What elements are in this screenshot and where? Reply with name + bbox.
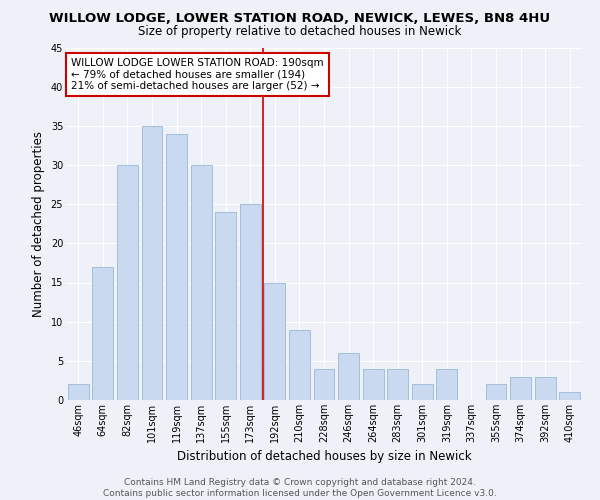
Bar: [338, 353, 359, 400]
Bar: [240, 204, 261, 400]
X-axis label: Distribution of detached houses by size in Newick: Distribution of detached houses by size …: [176, 450, 472, 464]
Bar: [191, 165, 212, 400]
Bar: [510, 376, 531, 400]
Bar: [362, 368, 383, 400]
Bar: [166, 134, 187, 400]
Bar: [485, 384, 506, 400]
Bar: [92, 267, 113, 400]
Text: Size of property relative to detached houses in Newick: Size of property relative to detached ho…: [139, 25, 461, 38]
Text: WILLOW LODGE, LOWER STATION ROAD, NEWICK, LEWES, BN8 4HU: WILLOW LODGE, LOWER STATION ROAD, NEWICK…: [49, 12, 551, 26]
Bar: [215, 212, 236, 400]
Bar: [142, 126, 163, 400]
Bar: [387, 368, 408, 400]
Bar: [436, 368, 457, 400]
Text: WILLOW LODGE LOWER STATION ROAD: 190sqm
← 79% of detached houses are smaller (19: WILLOW LODGE LOWER STATION ROAD: 190sqm …: [71, 58, 324, 92]
Bar: [535, 376, 556, 400]
Bar: [117, 165, 138, 400]
Bar: [412, 384, 433, 400]
Bar: [289, 330, 310, 400]
Bar: [559, 392, 580, 400]
Y-axis label: Number of detached properties: Number of detached properties: [32, 130, 45, 317]
Bar: [314, 368, 334, 400]
Bar: [265, 282, 286, 400]
Text: Contains HM Land Registry data © Crown copyright and database right 2024.
Contai: Contains HM Land Registry data © Crown c…: [103, 478, 497, 498]
Bar: [68, 384, 89, 400]
